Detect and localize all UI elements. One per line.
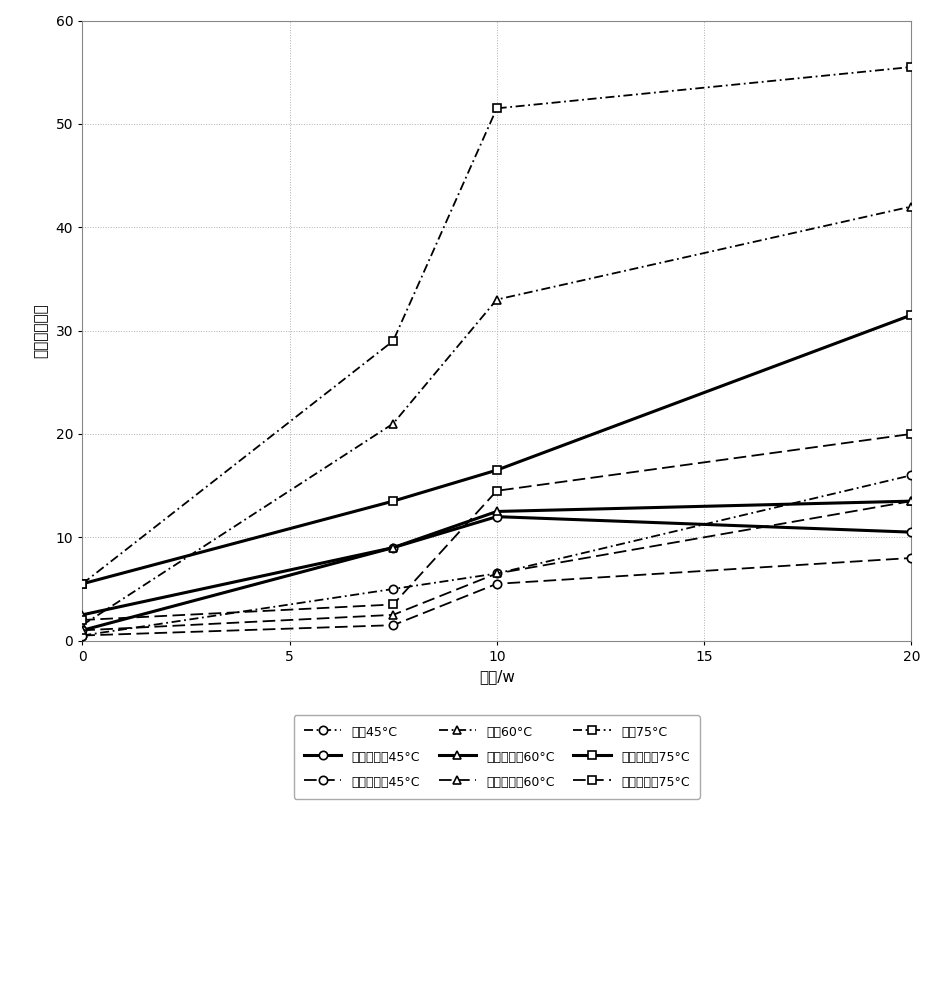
低浓度幵汇45°C bbox=[77, 624, 88, 636]
Line: 高浓度幵汇60°C: 高浓度幵汇60°C bbox=[79, 497, 915, 635]
高浓度幵汇60°C bbox=[77, 624, 88, 636]
淡汴45°C bbox=[77, 630, 88, 642]
低浓度幵汇45°C bbox=[387, 542, 398, 554]
高浓度幵汇75°C bbox=[387, 598, 398, 610]
淡汴45°C bbox=[491, 567, 502, 579]
淡汴75°C bbox=[906, 61, 917, 73]
低浓度幵汇60°C bbox=[906, 495, 917, 507]
低浓度幵汇45°C bbox=[906, 526, 917, 538]
Line: 淡汴60°C: 淡汴60°C bbox=[79, 202, 915, 629]
淡汴75°C bbox=[491, 102, 502, 114]
Line: 高浓度幵汇45°C: 高浓度幵汇45°C bbox=[79, 554, 915, 640]
Line: 淡汴45°C: 淡汴45°C bbox=[79, 471, 915, 640]
高浓度幵汇60°C bbox=[491, 567, 502, 579]
高浓度幵汇45°C bbox=[906, 552, 917, 564]
低浓度幵汇60°C bbox=[77, 609, 88, 621]
Legend: 淡汴45°C, 低浓度幵汇45°C, 高浓度幵汇45°C, 淡汴60°C, 低浓度幵汇60°C, 高浓度幵汇60°C, 淡汴75°C, 低浓度幵汇75°C, 高: 淡汴45°C, 低浓度幵汇45°C, 高浓度幵汇45°C, 淡汴60°C, 低浓… bbox=[294, 715, 699, 799]
X-axis label: 功率/w: 功率/w bbox=[479, 669, 514, 684]
低浓度幵汇60°C bbox=[491, 505, 502, 517]
淡汴60°C bbox=[387, 418, 398, 430]
高浓度幵汇45°C bbox=[387, 619, 398, 631]
Line: 低浓度幵汇45°C: 低浓度幵汇45°C bbox=[79, 512, 915, 635]
Line: 淡汴75°C: 淡汴75°C bbox=[79, 63, 915, 588]
低浓度幵汇75°C bbox=[491, 464, 502, 476]
高浓度幵汇60°C bbox=[387, 609, 398, 621]
Line: 低浓度幵汇60°C: 低浓度幵汇60°C bbox=[79, 497, 915, 619]
高浓度幵汇75°C bbox=[491, 485, 502, 497]
Y-axis label: 相对蒸发速率: 相对蒸发速率 bbox=[34, 303, 49, 358]
低浓度幵汇60°C bbox=[387, 542, 398, 554]
淡汴45°C bbox=[906, 469, 917, 481]
高浓度幵汇60°C bbox=[906, 495, 917, 507]
淡汴60°C bbox=[77, 619, 88, 631]
低浓度幵汇45°C bbox=[491, 511, 502, 523]
Line: 高浓度幵汇75°C: 高浓度幵汇75°C bbox=[79, 430, 915, 624]
高浓度幵汇45°C bbox=[77, 630, 88, 642]
淡汴60°C bbox=[491, 294, 502, 306]
高浓度幵汇75°C bbox=[77, 614, 88, 626]
高浓度幵汇75°C bbox=[906, 428, 917, 440]
低浓度幵汇75°C bbox=[77, 578, 88, 590]
低浓度幵汇75°C bbox=[906, 309, 917, 321]
高浓度幵汇45°C bbox=[491, 578, 502, 590]
淡汴60°C bbox=[906, 201, 917, 213]
低浓度幵汇75°C bbox=[387, 495, 398, 507]
淡汴75°C bbox=[77, 578, 88, 590]
Line: 低浓度幵汇75°C: 低浓度幵汇75°C bbox=[79, 311, 915, 588]
淡汴45°C bbox=[387, 583, 398, 595]
淡汴75°C bbox=[387, 335, 398, 347]
